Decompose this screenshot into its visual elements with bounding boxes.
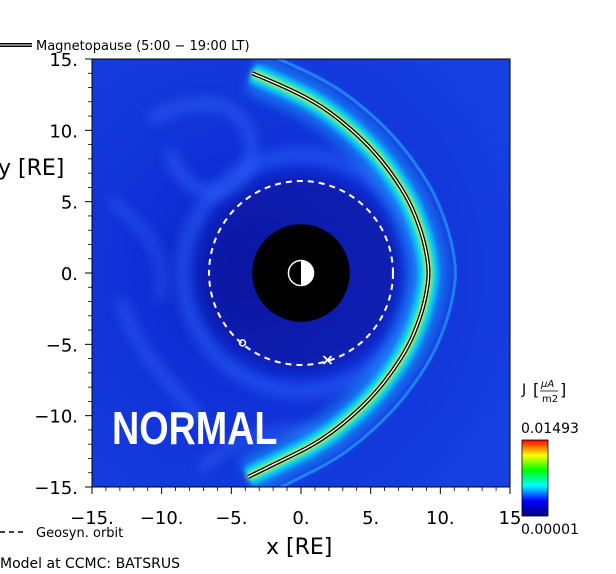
x-tick-label: 0. [292, 508, 309, 529]
geosync-legend: Geosyn. orbit [0, 526, 123, 541]
x-axis-title: x [RE] [266, 535, 332, 560]
colorbar-unit-numerator: μA [540, 379, 554, 390]
x-tick-label: 15 [499, 508, 522, 529]
model-label: Model at CCMC: BATSRUS [0, 556, 180, 572]
y-tick-label: 5. [61, 193, 78, 214]
marker-circle [238, 339, 247, 347]
y-axis-title: y [RE] [0, 156, 64, 181]
svg-text:Geosyn. orbit: Geosyn. orbit [36, 526, 123, 541]
geosync-orbit [208, 180, 394, 366]
colorbar-unit-denominator: m2 [542, 394, 558, 405]
svg-text:x [RE]: x [RE] [266, 535, 332, 560]
y-axis: 15. 10. 5. 0. −5. −10. −15. [34, 50, 92, 499]
x-tick-label: −15. [70, 508, 114, 529]
earth-day-night-icon [287, 259, 315, 287]
y-tick-label: −5. [46, 335, 78, 356]
colorbar-title: J [521, 382, 526, 398]
colorbar: J [ μA m2 ] 0.01493 0.00001 [521, 379, 579, 538]
magnetopause-line [247, 72, 430, 478]
colorbar-max-label: 0.01493 [521, 421, 579, 437]
y-tick-label: −15. [34, 478, 78, 499]
x-axis: −15. −10. −5. 0. 5. 10. 15 [70, 487, 521, 529]
y-tick-label: 15. [49, 50, 78, 71]
colorbar-unit-right-bracket: ] [560, 380, 566, 399]
magnetopause-legend: Magnetopause (5:00 − 19:00 LT) [0, 39, 250, 54]
x-tick-label: −10. [140, 508, 184, 529]
y-tick-label: −10. [34, 407, 78, 428]
x-tick-label: 5. [362, 508, 379, 529]
colorbar-ramp [521, 439, 549, 517]
svg-text:y [RE]: y [RE] [0, 156, 64, 181]
y-tick-label: 10. [49, 121, 78, 142]
colorbar-min-label: 0.00001 [521, 522, 579, 538]
satellite-markers [238, 339, 333, 365]
status-label: NORMAL [112, 402, 277, 453]
x-tick-label: 10. [426, 508, 455, 529]
x-tick-label: −5. [215, 508, 247, 529]
marker-cross [322, 355, 333, 365]
svg-text:Magnetopause (5:00 − 19:00 LT): Magnetopause (5:00 − 19:00 LT) [36, 39, 250, 54]
y-tick-label: 0. [61, 264, 78, 285]
colorbar-unit-left-bracket: [ [533, 380, 539, 399]
